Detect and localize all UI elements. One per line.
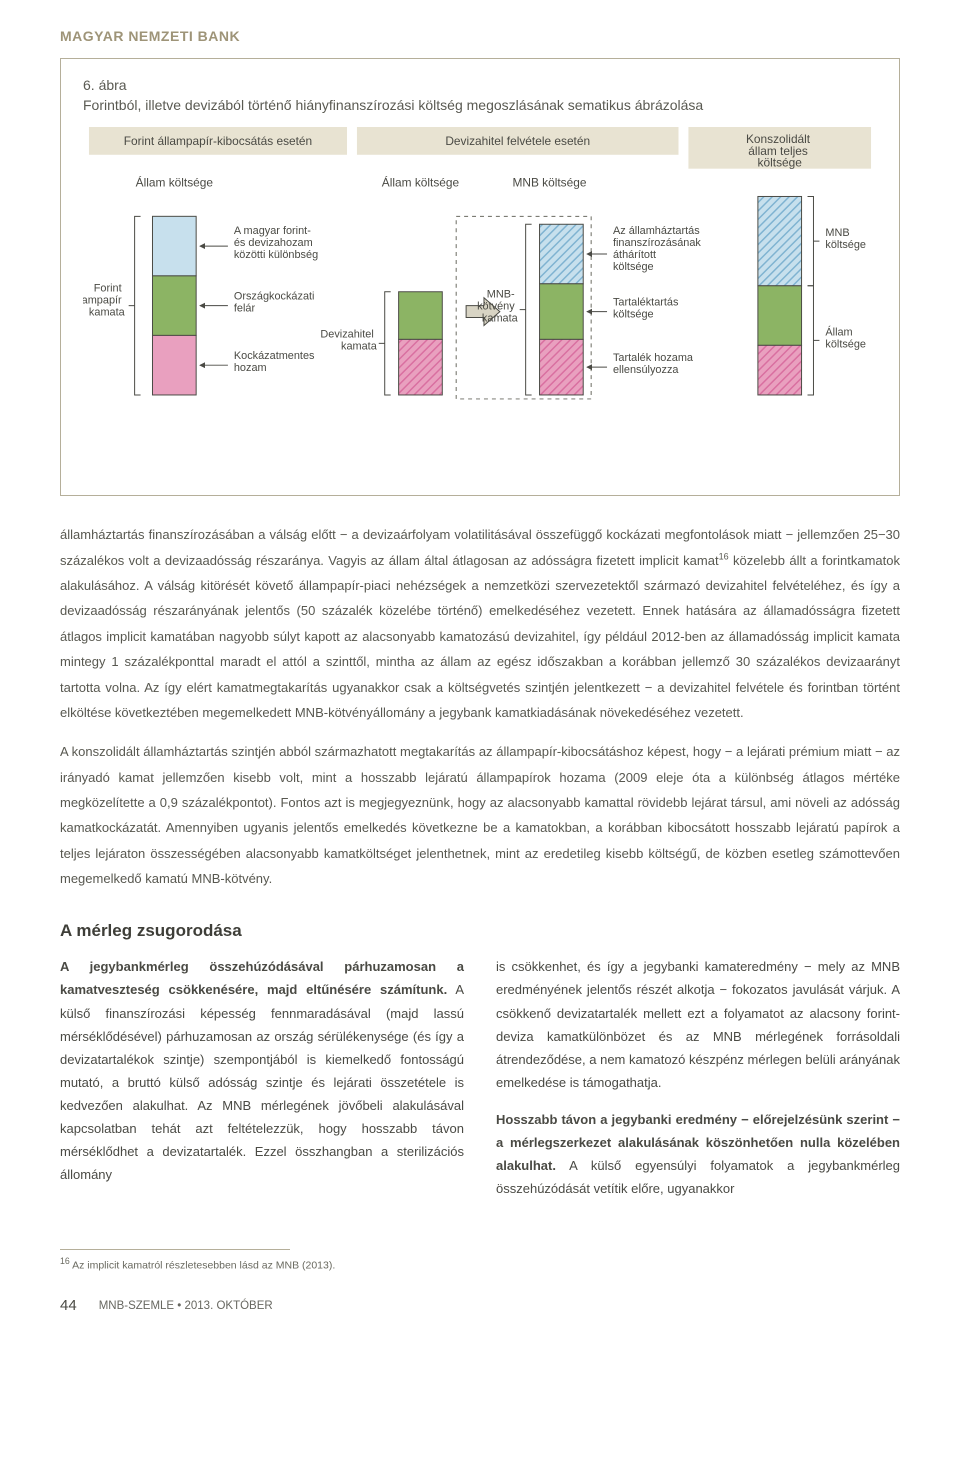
label-l3: Kockázatmentes hozam [234,350,318,374]
figure-diagram: Forint állampapír-kibocsátás esetén Devi… [83,127,877,464]
bar-forint [129,216,196,395]
column-right: is csökkenhet, és így a jegybanki kamate… [496,955,900,1200]
subheader-left: Állam költsége [136,175,214,190]
label-r3: Tartalék hozama ellensúlyozza [613,352,696,376]
label-right-bot: Állam költsége [825,325,866,350]
footnote-rule [60,1249,290,1250]
col-header-1: Forint állampapír-kibocsátás esetén [124,134,312,148]
label-deviza-kamata: Devizahitel kamata [320,328,377,352]
column-left: A jegybankmérleg összehúzódásával párhuz… [60,955,464,1200]
label-mnb-kotveny: MNB- kötvény kamata [477,289,519,325]
figure-title: Forintból, illetve devizából történő hiá… [83,97,877,113]
page-header: MAGYAR NEMZETI BANK [60,0,900,58]
label-right-top: MNB költsége [825,227,866,251]
footnote: 16 Az implicit kamatról részletesebben l… [60,1256,900,1272]
page-footer: 44 MNB-SZEMLE • 2013. OKTÓBER [60,1297,900,1314]
paragraph-2: A konszolidált államháztartás szintjén a… [60,739,900,891]
label-forint-kamata: Forint állampapír kamata [83,283,126,319]
bar-consolidated [758,196,802,394]
col-header-2: Devizahitel felvétele esetén [445,134,590,148]
subheader-mid1: Állam költsége [382,175,460,190]
body-paragraphs: államháztartás finanszírozásában a válsá… [60,522,900,891]
footer-text: MNB-SZEMLE • 2013. OKTÓBER [99,1300,273,1312]
section-title: A mérleg zsugorodása [60,921,900,941]
figure-caption: 6. ábra [83,77,877,93]
label-r1: Az államháztartás finanszírozásának áthá… [613,225,704,273]
subheader-mid2: MNB költsége [512,176,586,190]
page-number: 44 [60,1297,77,1314]
label-r2: Tartaléktartás költsége [613,297,682,321]
paragraph-1: államháztartás finanszírozásában a válsá… [60,522,900,725]
label-l2: Országkockázati felár [234,291,318,315]
bar-mnb [520,224,584,395]
figure-6: 6. ábra Forintból, illetve devizából tör… [60,58,900,496]
label-l1: A magyar forint- és devizahozam közötti … [234,225,318,261]
bar-devizahitel [379,292,443,395]
